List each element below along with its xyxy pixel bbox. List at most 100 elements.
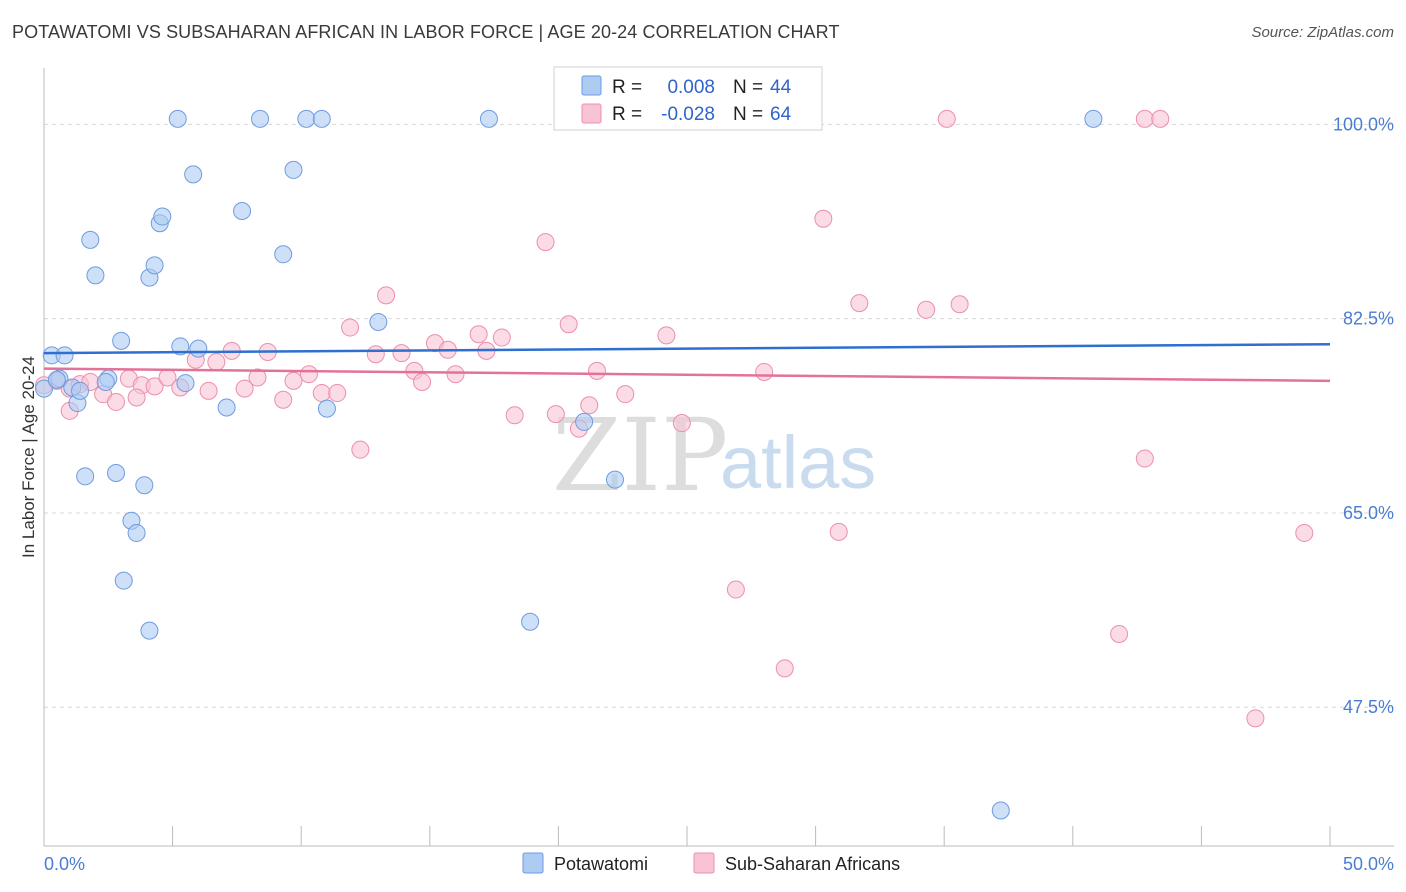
potawatomi-point	[47, 370, 66, 389]
potawatomi-point	[991, 801, 1010, 820]
bottom-legend-label-subsaharan: Sub-Saharan Africans	[725, 854, 900, 874]
potawatomi-point	[317, 399, 336, 418]
potawatomi-point	[605, 470, 624, 489]
potawatomi-point	[76, 467, 95, 486]
subsaharan-point	[145, 377, 164, 396]
potawatomi-point	[107, 463, 126, 482]
watermark-atlas: atlas	[720, 421, 876, 504]
potawatomi-point	[274, 245, 293, 264]
legend-n-label-1: N =	[733, 77, 763, 98]
watermark-zip: ZIP	[552, 397, 728, 514]
subsaharan-point	[299, 365, 318, 384]
subsaharan-point	[505, 406, 524, 425]
x-tick-label-min: 0.0%	[44, 854, 85, 874]
subsaharan-point	[284, 371, 303, 390]
potawatomi-point	[189, 339, 208, 358]
subsaharan-point	[775, 659, 794, 678]
potawatomi-point	[55, 346, 74, 365]
y-tick-labels: 47.5% 65.0% 82.5% 100.0%	[1333, 114, 1394, 717]
subsaharan-point	[341, 318, 360, 337]
x-ticks	[43, 826, 1331, 846]
subsaharan-point	[559, 315, 578, 334]
subsaharan-point	[1135, 449, 1154, 468]
subsaharan-point	[274, 390, 293, 409]
potawatomi-point	[184, 165, 203, 184]
subsaharan-point	[312, 384, 331, 403]
potawatomi-point	[96, 372, 115, 391]
potawatomi-point	[81, 230, 100, 249]
subsaharan-point	[829, 522, 848, 541]
correlation-legend: R = 0.008 N = 44 R = -0.028 N = 64	[553, 66, 823, 131]
y-tick-label: 100.0%	[1333, 114, 1394, 134]
trend-lines	[43, 342, 1331, 383]
subsaharan-point	[492, 328, 511, 347]
potawatomi-point	[1084, 109, 1103, 128]
potawatomi-point	[153, 207, 172, 226]
subsaharan-point	[937, 109, 956, 128]
y-tick-label: 65.0%	[1343, 503, 1394, 523]
potawatomi-point	[135, 476, 154, 495]
subsaharan-point	[469, 325, 488, 344]
y-axis-title: In Labor Force | Age 20-24	[19, 356, 38, 558]
subsaharan-point	[1135, 109, 1154, 128]
potawatomi-point	[297, 109, 316, 128]
subsaharan-point	[446, 365, 465, 384]
potawatomi-point	[168, 109, 187, 128]
subsaharan-point	[351, 440, 370, 459]
subsaharan-point	[413, 372, 432, 391]
potawatomi-point	[521, 612, 540, 631]
subsaharan-point	[392, 344, 411, 363]
potawatomi-point	[284, 160, 303, 179]
legend-r-value-2: -0.028	[661, 104, 715, 125]
legend-r-label-1: R =	[612, 77, 642, 98]
subsaharan-point	[127, 388, 146, 407]
potawatomi-point	[35, 379, 53, 398]
chart-title: POTAWATOMI VS SUBSAHARAN AFRICAN IN LABO…	[12, 22, 840, 42]
bottom-legend-swatch-subsaharan	[693, 852, 715, 874]
potawatomi-point	[479, 109, 498, 128]
subsaharan-point	[536, 233, 555, 252]
subsaharan-point	[672, 414, 691, 433]
potawatomi-point	[127, 523, 146, 542]
potawatomi-trend-line	[43, 342, 1331, 355]
x-tick-label-max: 50.0%	[1343, 854, 1394, 874]
subsaharan-point	[107, 392, 126, 411]
potawatomi-point	[251, 109, 270, 128]
subsaharan-point	[199, 381, 218, 400]
subsaharan-point	[1246, 709, 1265, 728]
subsaharan-point	[1295, 523, 1314, 542]
subsaharan-point	[580, 396, 599, 415]
legend-swatch-subsaharan	[581, 103, 602, 124]
axes	[43, 68, 1394, 847]
subsaharan-point	[657, 326, 676, 345]
series-legend: Potawatomi Sub-Saharan Africans	[522, 852, 900, 874]
subsaharan-point	[616, 385, 635, 404]
subsaharan-point	[950, 295, 969, 314]
bottom-legend-swatch-potawatomi	[522, 852, 544, 874]
source-label: Source: ZipAtlas.com	[1251, 24, 1394, 41]
legend-r-value-1: 0.008	[667, 77, 715, 98]
subsaharan-points	[35, 109, 1314, 728]
subsaharan-point	[850, 294, 869, 313]
subsaharan-point	[814, 209, 833, 228]
legend-n-label-2: N =	[733, 104, 763, 125]
legend-r-label-2: R =	[612, 104, 642, 125]
subsaharan-point	[248, 368, 267, 387]
subsaharan-point	[755, 362, 774, 381]
subsaharan-point	[377, 286, 396, 305]
potawatomi-point	[312, 109, 331, 128]
subsaharan-point	[587, 361, 606, 380]
y-tick-label: 47.5%	[1343, 697, 1394, 717]
potawatomi-point	[233, 201, 252, 220]
subsaharan-point	[546, 405, 565, 424]
subsaharan-point	[366, 345, 385, 364]
potawatomi-point	[575, 412, 594, 431]
subsaharan-point	[1110, 624, 1129, 643]
legend-n-value-2: 64	[770, 104, 792, 125]
potawatomi-point	[369, 313, 388, 332]
subsaharan-point	[1151, 109, 1170, 128]
potawatomi-point	[217, 398, 236, 417]
subsaharan-trend-line	[43, 367, 1331, 383]
potawatomi-point	[86, 266, 105, 285]
potawatomi-points	[35, 109, 1103, 820]
